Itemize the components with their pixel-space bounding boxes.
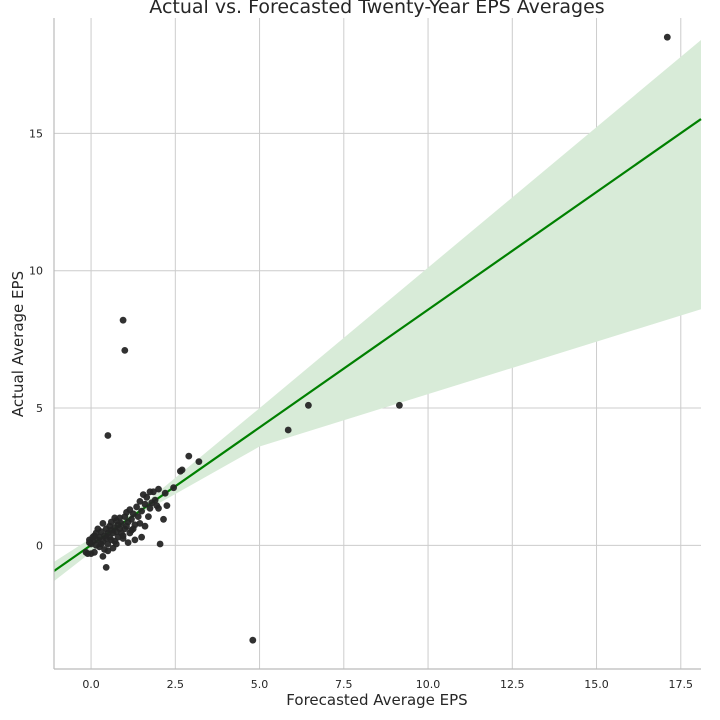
data-point	[111, 514, 119, 522]
x-tick-label: 7.5	[335, 678, 353, 691]
data-point	[131, 536, 139, 544]
data-point	[156, 540, 164, 548]
data-point	[305, 401, 312, 409]
data-point	[141, 500, 149, 508]
data-point	[138, 533, 146, 541]
x-tick-label: 17.5	[669, 678, 694, 691]
data-point	[153, 502, 161, 509]
data-point	[119, 316, 127, 324]
data-point	[129, 525, 137, 533]
x-tick-label: 10.0	[416, 678, 441, 691]
data-point	[163, 502, 171, 509]
data-point	[124, 539, 132, 546]
data-point	[86, 539, 93, 546]
x-tick-label: 15.0	[584, 678, 609, 691]
data-point	[119, 532, 127, 540]
data-point	[284, 426, 292, 434]
data-point	[141, 522, 149, 530]
data-point	[121, 513, 129, 520]
data-point	[396, 401, 403, 409]
data-point	[170, 484, 178, 492]
x-tick-label: 5.0	[251, 678, 269, 691]
data-point	[139, 491, 147, 498]
data-point	[123, 522, 130, 530]
data-point	[177, 467, 184, 475]
data-point	[107, 536, 115, 544]
x-tick-label: 0.0	[82, 678, 100, 691]
regression-line	[53, 118, 702, 572]
data-point	[136, 498, 144, 505]
y-tick-label: 0	[36, 539, 43, 552]
data-point	[112, 540, 120, 548]
chart-title: Actual vs. Forecasted Twenty-Year EPS Av…	[149, 0, 604, 18]
data-point	[155, 485, 162, 493]
data-point	[99, 520, 107, 527]
data-point	[92, 529, 100, 537]
data-point	[134, 513, 142, 520]
x-tick-label: 12.5	[500, 678, 525, 691]
data-point	[195, 458, 203, 465]
data-point	[121, 347, 129, 354]
data-point	[663, 33, 671, 41]
confidence-band	[54, 40, 701, 582]
data-point	[145, 513, 152, 520]
x-tick-label: 2.5	[167, 678, 185, 691]
data-point	[101, 546, 108, 553]
data-point	[160, 515, 167, 523]
data-point	[99, 553, 107, 560]
data-point	[102, 564, 110, 571]
data-point	[185, 452, 193, 460]
data-point	[148, 499, 156, 507]
data-point	[249, 636, 257, 644]
y-tick-label: 5	[36, 402, 43, 415]
data-point	[161, 489, 169, 497]
data-point	[146, 504, 154, 512]
data-point	[133, 503, 141, 511]
data-point	[102, 525, 110, 533]
y-tick-label: 10	[29, 265, 43, 278]
data-point	[82, 548, 90, 556]
x-axis-label: Forecasted Average EPS	[286, 691, 467, 709]
data-point	[138, 507, 146, 515]
data-point	[146, 488, 154, 496]
data-point	[104, 432, 112, 439]
y-axis-label: Actual Average EPS	[9, 271, 27, 417]
y-tick-label: 15	[29, 127, 43, 140]
